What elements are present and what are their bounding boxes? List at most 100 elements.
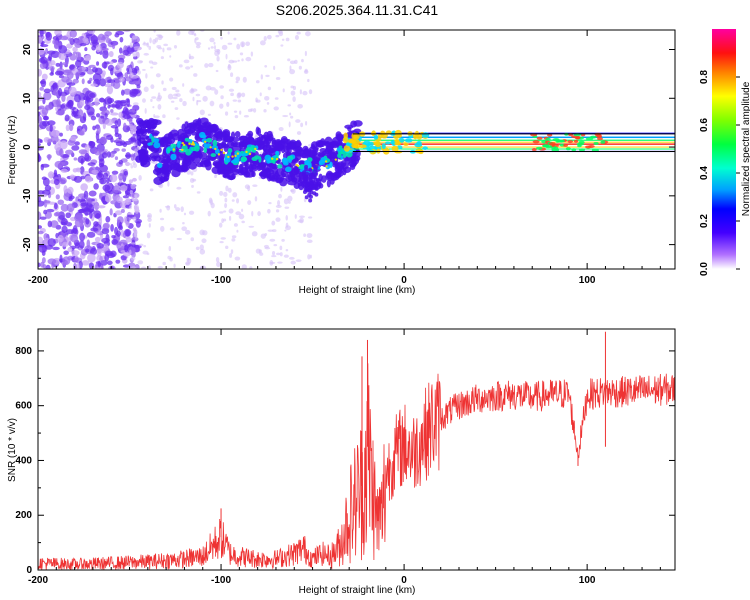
spectrogram-blob: [297, 103, 303, 109]
spectrogram-blob: [191, 141, 195, 144]
spectrogram-blob: [87, 162, 96, 167]
spectrogram-blob: [282, 114, 289, 118]
spectrogram-blob: [257, 211, 261, 217]
spectrogram-blob: [54, 143, 62, 152]
spectrogram-blob: [290, 90, 296, 96]
spectrogram-blob: [235, 76, 241, 82]
spectrogram-blob: [129, 72, 134, 77]
spectrogram-blob: [271, 137, 276, 145]
spectrogram-blob: [195, 93, 201, 97]
spectrogram-blob: [385, 141, 391, 145]
spectrogram-blob: [306, 233, 313, 238]
spectrogram-blob: [185, 261, 191, 266]
spectrogram-blob: [119, 36, 124, 43]
spectrogram-blob: [222, 173, 231, 179]
top-y-tick-label: 20: [22, 44, 33, 56]
spectrogram-blob: [184, 229, 191, 235]
spectrogram-blob: [230, 141, 238, 148]
spectrogram-blob: [215, 257, 220, 263]
spectrogram-blob: [312, 169, 317, 174]
spectrogram-blob: [123, 216, 128, 224]
spectrogram-blob: [61, 62, 69, 66]
spectrogram-blob: [146, 232, 151, 239]
spectrogram-blob: [100, 115, 105, 119]
spectrogram-blob: [162, 47, 165, 53]
spectrogram-blob: [209, 199, 214, 206]
spectrogram-blob: [281, 173, 286, 178]
spectrogram-blob: [325, 165, 328, 168]
bottom-x-tick-label: 100: [579, 575, 596, 586]
spectrogram-blob: [91, 45, 96, 51]
spectrogram-blob: [250, 51, 254, 57]
spectrogram-blob: [189, 55, 195, 60]
spectrogram-blob: [162, 261, 166, 266]
spectrogram-blob: [254, 155, 260, 160]
spectrogram-blob: [163, 43, 169, 47]
spectrogram-blob: [113, 147, 120, 152]
spectrogram-blob: [99, 78, 107, 87]
spectrogram-blob: [45, 31, 53, 41]
spectrogram-blob: [151, 155, 157, 162]
spectrogram-blob: [38, 142, 41, 147]
spectrogram-blob: [44, 185, 52, 192]
spectrogram-blob: [290, 115, 294, 119]
spectrogram-blob: [285, 248, 289, 252]
spectrogram-blob: [76, 51, 80, 60]
spectrogram-blob: [283, 254, 289, 258]
spectrogram-blob: [54, 160, 64, 169]
spectrogram-blob: [42, 177, 50, 187]
spectrogram-blob: [205, 161, 212, 171]
spectrogram-blob: [298, 166, 304, 170]
spectrogram-blob: [295, 148, 305, 157]
spectrogram-blob: [218, 153, 224, 162]
spectrogram-blob: [190, 237, 195, 242]
spectrogram-blob: [92, 73, 102, 83]
spectrogram-blob: [219, 103, 224, 109]
spectrogram-blob: [131, 107, 136, 113]
spectrogram-blob: [240, 156, 248, 162]
spectrogram-blob: [38, 230, 44, 235]
spectrogram-blob: [373, 134, 379, 140]
spectrogram-blob: [202, 95, 208, 102]
spectrogram-blob: [56, 98, 61, 108]
spectrogram-blob: [381, 143, 386, 150]
spectrogram-blob: [57, 87, 63, 97]
spectrogram-blob: [350, 120, 358, 128]
spectrogram-blob: [260, 233, 266, 239]
spectrogram-blob: [403, 142, 409, 146]
spectrogram-blob: [74, 141, 80, 146]
spectrogram-blob: [86, 208, 95, 213]
spectrogram-blob: [256, 127, 262, 136]
spectrogram-blob: [394, 129, 402, 137]
spectrogram-blob: [236, 152, 240, 155]
spectrogram-blob: [289, 256, 295, 260]
spectrogram-blob: [232, 99, 238, 102]
spectrogram-blob: [209, 87, 216, 91]
spectrogram-blob: [288, 158, 292, 163]
spectrogram-blob: [217, 162, 225, 172]
spectrogram-blob: [297, 219, 304, 223]
spectrogram-blob: [144, 107, 147, 114]
spectrogram-blob: [150, 98, 153, 102]
spectrogram-blob: [64, 114, 70, 122]
spectrogram-blob: [80, 183, 88, 191]
spectrogram-blob: [251, 210, 254, 217]
spectrogram-blob: [317, 141, 323, 148]
spectrogram-blob: [81, 78, 85, 85]
spectrogram-blob: [102, 122, 106, 130]
spectrogram-blob: [102, 172, 109, 180]
spectrogram-blob: [578, 148, 586, 152]
spectrogram-blob: [273, 65, 276, 70]
spectrogram-blob: [116, 196, 123, 204]
spectrogram-blob: [47, 258, 57, 265]
spectrogram-blob: [112, 185, 122, 193]
spectrogram-blob: [275, 217, 281, 222]
spectrogram-blob: [308, 216, 313, 219]
spectrogram-blob: [228, 215, 232, 221]
spectrogram-blob: [176, 237, 183, 241]
spectrogram-blob: [230, 159, 238, 164]
spectrogram-blob: [128, 212, 133, 215]
spectrogram-blob: [84, 104, 91, 111]
spectrogram-blob: [77, 155, 86, 164]
spectrogram-blob: [593, 141, 599, 145]
